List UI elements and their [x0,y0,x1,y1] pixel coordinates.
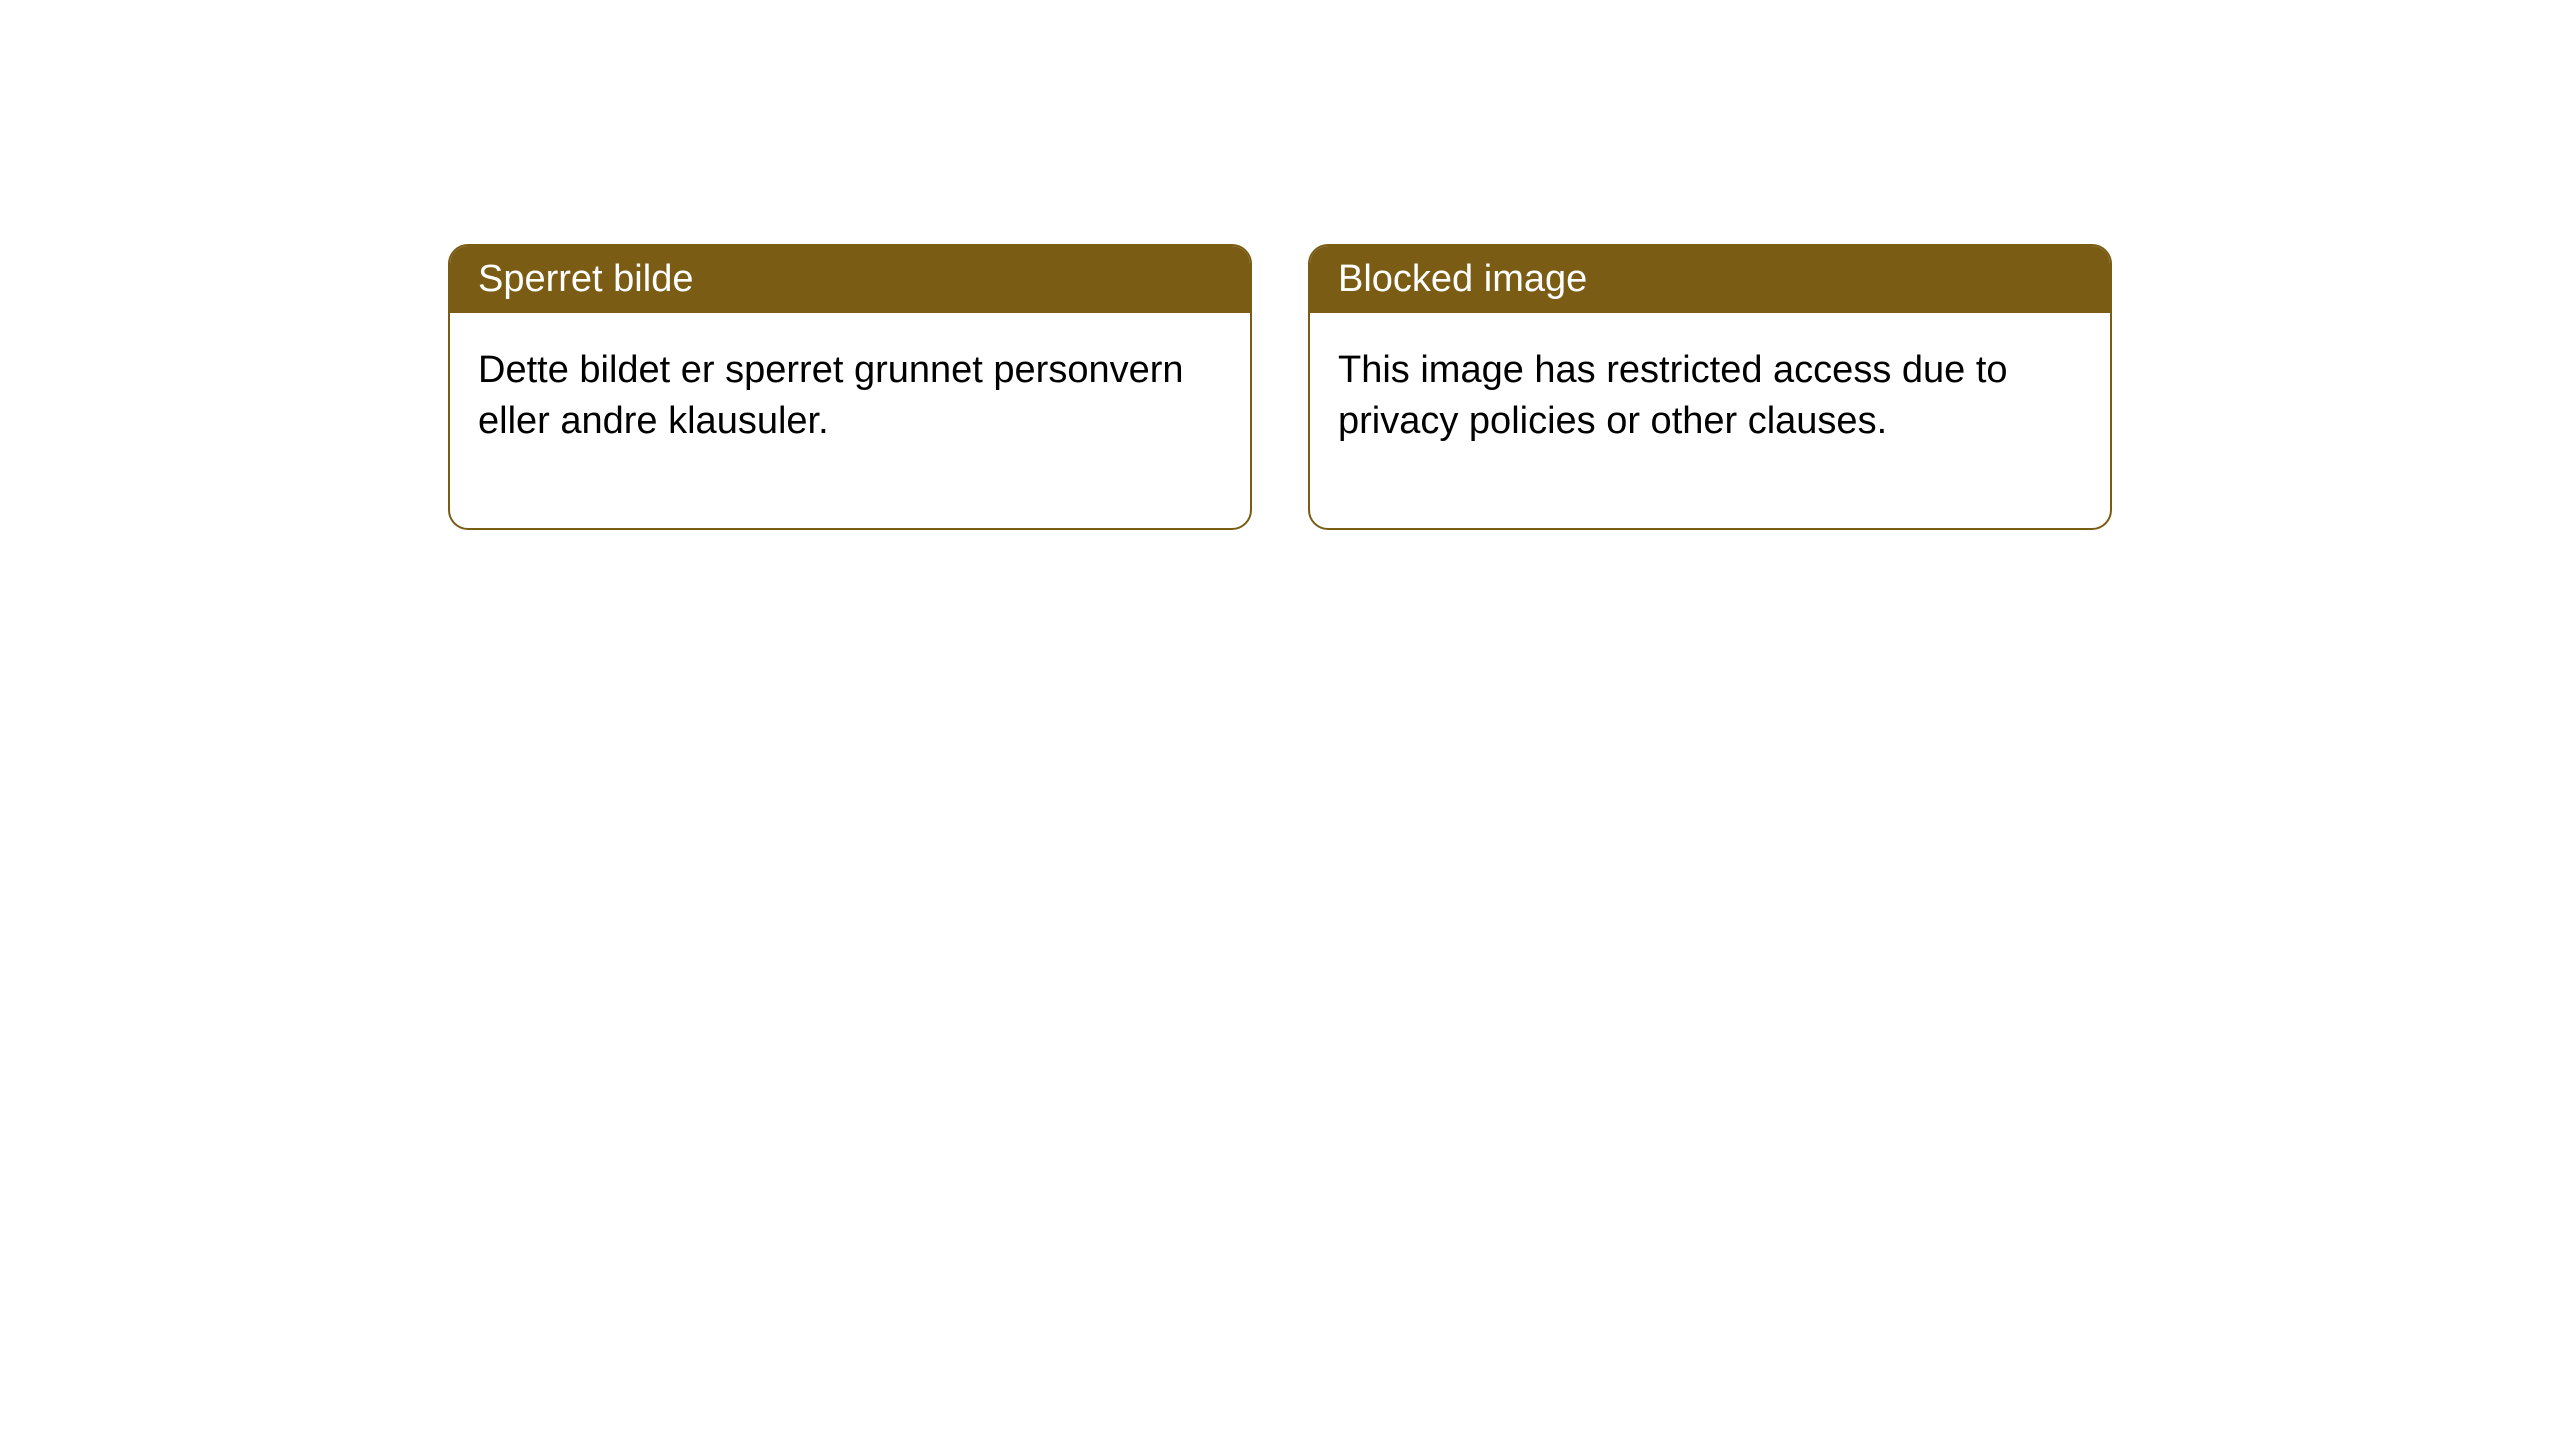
notice-card-norwegian: Sperret bilde Dette bildet er sperret gr… [448,244,1252,530]
notice-header: Sperret bilde [450,246,1250,313]
notice-header: Blocked image [1310,246,2110,313]
notice-body: This image has restricted access due to … [1310,313,2110,528]
notice-body: Dette bildet er sperret grunnet personve… [450,313,1250,528]
notice-card-english: Blocked image This image has restricted … [1308,244,2112,530]
notice-container: Sperret bilde Dette bildet er sperret gr… [448,244,2112,530]
